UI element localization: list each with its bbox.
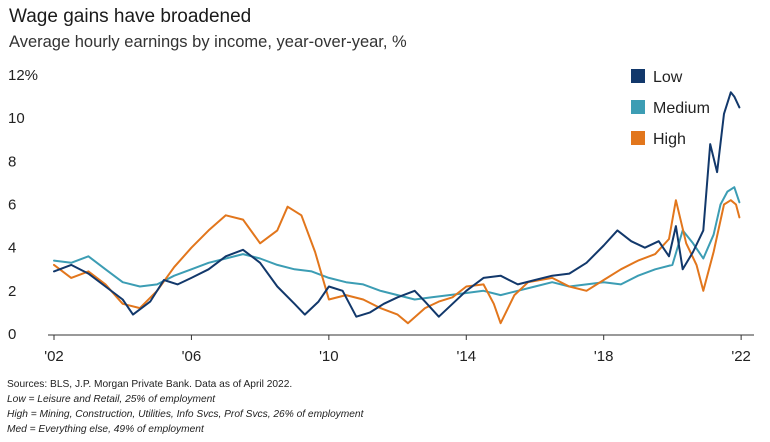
series-line-low [53,91,741,318]
y-tick-label: 6 [8,197,16,214]
legend-swatch-high [631,131,645,145]
y-tick-label: 2 [8,283,16,300]
x-tick-label: '02 [44,348,64,365]
x-tick-label: '22 [731,348,751,365]
y-tick-label: 4 [8,240,16,257]
series-lines [53,91,741,325]
legend-label-medium: Medium [653,100,710,117]
chart-title: Wage gains have broadened [9,6,252,27]
axes: 0 2 4 6 8 10 12% '02 '06 '10 '14 '18 '22 [8,67,754,365]
chart-subtitle: Average hourly earnings by income, year-… [9,33,407,51]
x-tick-label: '18 [594,348,614,365]
legend-label-high: High [653,131,686,148]
x-tick-label: '14 [456,348,476,365]
footer-notes: Sources: BLS, J.P. Morgan Private Bank. … [7,377,363,437]
high-definition-note: High = Mining, Construction, Utilities, … [7,409,364,420]
legend-swatch-low [631,69,645,83]
x-tick-label: '10 [319,348,339,365]
x-tick-label: '06 [182,348,202,365]
legend-swatch-medium [631,100,645,114]
y-tick-label: 10 [8,110,25,127]
y-tick-label: 12% [8,67,38,84]
series-line-high [53,199,741,325]
source-note: Sources: BLS, J.P. Morgan Private Bank. … [7,379,293,390]
y-tick-label: 8 [8,153,16,170]
low-definition-note: Low = Leisure and Retail, 25% of employm… [7,394,216,405]
y-tick-label: 0 [8,326,16,343]
legend: Low Medium High [631,69,710,148]
med-definition-note: Med = Everything else, 49% of employment [7,424,204,435]
legend-label-low: Low [653,69,683,86]
